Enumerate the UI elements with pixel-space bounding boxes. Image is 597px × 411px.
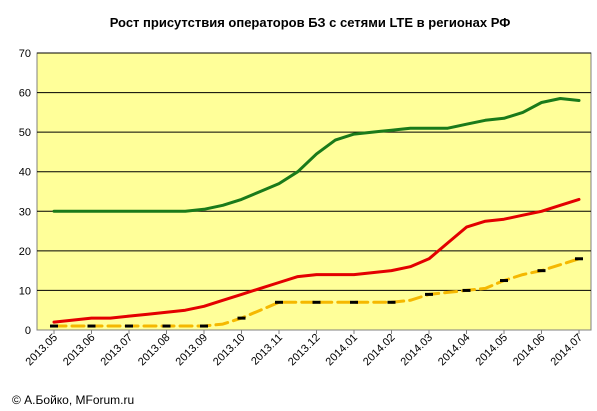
x-axis-ticks: 2013.05 2013.06 2013.07 2013.08 2013.09 2013.… (24, 330, 586, 369)
series-line-1 (52, 97, 581, 213)
chart-title: Рост присутствия операторов БЗ с сетями … (110, 15, 511, 30)
y-tick-label: 40 (19, 167, 31, 179)
x-tick-label: 2014.02 (361, 332, 398, 369)
y-tick-label: 10 (19, 285, 31, 297)
x-tick-label: 2014.07 (549, 332, 586, 369)
x-tick-label: 2013.12 (286, 332, 323, 369)
x-tick-label: 2013.11 (249, 332, 285, 368)
x-tick-label: 2013.08 (136, 332, 173, 369)
y-tick-label: 60 (19, 88, 31, 100)
x-tick-label: 2013.10 (211, 332, 248, 369)
x-tick-label: 2013.09 (174, 332, 211, 369)
plot-area (36, 52, 592, 331)
y-tick-label: 20 (19, 246, 31, 258)
x-tick-label: 2013.06 (61, 332, 98, 369)
x-tick-label: 2013.07 (99, 332, 136, 369)
series-line-2 (52, 197, 581, 324)
x-tick-label: 2014.03 (399, 332, 436, 369)
x-tick-label: 2014.05 (474, 332, 511, 369)
y-tick-label: 50 (19, 127, 31, 139)
x-tick-label: 2014.01 (324, 332, 361, 369)
series-line-3 (52, 257, 581, 328)
y-tick-label: 30 (19, 206, 31, 218)
y-tick-label: 0 (25, 325, 31, 337)
y-axis-ticks: 0 10 20 30 40 50 60 70 (19, 48, 31, 337)
x-tick-label: 2013.05 (24, 332, 61, 369)
x-tick-label: 2014.04 (436, 332, 473, 369)
x-tick-label: 2014.06 (511, 332, 548, 369)
series-lines (50, 97, 583, 328)
y-tick-label: 70 (19, 48, 31, 60)
copyright-text: © А.Бойко, MForum.ru (12, 393, 134, 407)
